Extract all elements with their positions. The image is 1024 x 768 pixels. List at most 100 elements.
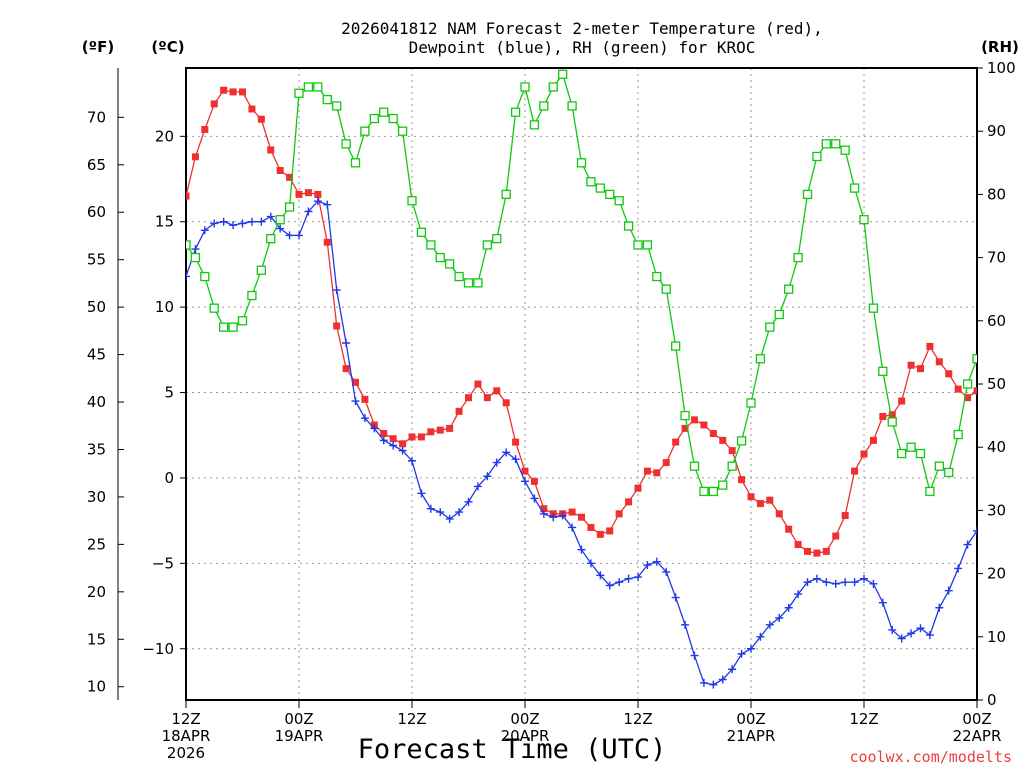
- rh-point: [186, 240, 191, 250]
- rh-point: [360, 126, 370, 136]
- dewpoint-point: [907, 629, 916, 638]
- rh-point: [294, 88, 304, 98]
- credit-label: coolwx.com/modelts: [849, 748, 1012, 766]
- temperature-point: [851, 467, 859, 475]
- dewpoint-point: [304, 207, 313, 216]
- temperature-point: [399, 440, 407, 448]
- temperature-point: [785, 525, 793, 533]
- dewpoint-point: [954, 564, 963, 573]
- x-tick-label: 20APR: [501, 727, 550, 745]
- temperature-point: [709, 430, 717, 438]
- x-tick-label: 12Z: [623, 710, 652, 728]
- dewpoint-point: [295, 231, 303, 240]
- temperature-point: [436, 426, 444, 434]
- dewpoint-point: [426, 504, 435, 513]
- rh-line: [186, 72, 977, 494]
- rh-point: [812, 151, 822, 162]
- temperature-point: [587, 523, 595, 531]
- rh-point: [671, 341, 681, 351]
- rh-point: [849, 183, 860, 193]
- rh-point: [209, 303, 219, 313]
- dewpoint-point: [822, 578, 831, 587]
- rh-point: [341, 139, 351, 149]
- dewpoint-point: [925, 631, 934, 640]
- dewpoint-point: [360, 414, 369, 423]
- temperature-point: [578, 513, 585, 521]
- x-tick-label: 12Z: [171, 710, 200, 728]
- temperature-point: [417, 433, 425, 441]
- temperature-point: [512, 438, 520, 446]
- f-tick-label: 65: [87, 156, 106, 174]
- rh-point: [539, 101, 549, 111]
- rh-tick-label: 50: [987, 375, 1006, 393]
- series-rh: [186, 69, 977, 497]
- dewpoint-point: [473, 482, 482, 491]
- temperature-point: [465, 394, 472, 402]
- temperature-point: [672, 438, 680, 446]
- dewpoint-point: [398, 446, 407, 455]
- f-tick-label: 50: [87, 298, 106, 316]
- rh-tick-label: 20: [987, 565, 1006, 583]
- dewpoint-point: [860, 574, 868, 583]
- temperature-point: [879, 412, 887, 420]
- dewpoint-point: [370, 424, 379, 433]
- dewpoint-point: [916, 624, 925, 633]
- dewpoint-point: [944, 586, 953, 595]
- x-tick-label: 18APR: [162, 727, 211, 745]
- rh-point: [652, 271, 662, 282]
- dewpoint-point: [483, 472, 492, 481]
- dewpoint-point: [784, 603, 793, 612]
- fahrenheit-unit-label: (ºF): [82, 38, 114, 56]
- temperature-point: [229, 88, 237, 96]
- temperature-point: [643, 467, 651, 475]
- temperature-point: [728, 447, 736, 455]
- x-tick-label: 12Z: [849, 710, 878, 728]
- dewpoint-point: [323, 200, 332, 209]
- dewpoint-point: [539, 509, 548, 518]
- rh-point: [576, 158, 587, 168]
- rh-point: [925, 486, 935, 497]
- temperature-point: [945, 370, 953, 378]
- temperature-point: [926, 342, 934, 350]
- dewpoint-point: [586, 559, 595, 568]
- dewpoint-point: [342, 339, 351, 348]
- temperature-point: [625, 498, 633, 506]
- rh-point: [190, 252, 201, 263]
- dewpoint-point: [765, 620, 774, 629]
- f-tick-label: 20: [87, 583, 106, 601]
- rh-point: [266, 233, 276, 244]
- temperature-point: [333, 322, 341, 330]
- rh-tick-label: 90: [987, 122, 1006, 140]
- rh-point: [332, 101, 342, 111]
- temperature-point: [323, 238, 331, 246]
- dewpoint-point: [831, 579, 840, 588]
- temperature-point: [446, 424, 454, 432]
- rh-point: [699, 486, 709, 497]
- temperature-point: [540, 505, 548, 513]
- dewpoint-point: [558, 511, 567, 520]
- rh-point: [642, 240, 653, 250]
- temperature-point: [907, 361, 915, 369]
- rh-point: [520, 82, 530, 92]
- temperature-point: [201, 125, 209, 133]
- dewpoint-point: [681, 620, 690, 629]
- rh-point: [878, 366, 888, 377]
- temperature-point: [747, 493, 755, 501]
- temperature-point: [408, 433, 416, 441]
- dewpoint-point: [747, 644, 755, 653]
- dewpoint-point: [794, 590, 803, 599]
- dewpoint-point: [191, 245, 200, 254]
- c-tick-label: 15: [155, 213, 174, 231]
- dewpoint-point: [963, 540, 972, 549]
- temperature-point: [427, 428, 435, 436]
- temperature-point: [493, 387, 501, 395]
- rh-point: [454, 271, 464, 282]
- temperature-point: [521, 467, 529, 475]
- c-tick-label: 20: [155, 127, 174, 145]
- temperature-point: [973, 387, 977, 395]
- rh-point: [416, 227, 427, 237]
- rh-point: [906, 442, 916, 452]
- rh-point: [962, 379, 973, 389]
- rh-point: [228, 322, 238, 332]
